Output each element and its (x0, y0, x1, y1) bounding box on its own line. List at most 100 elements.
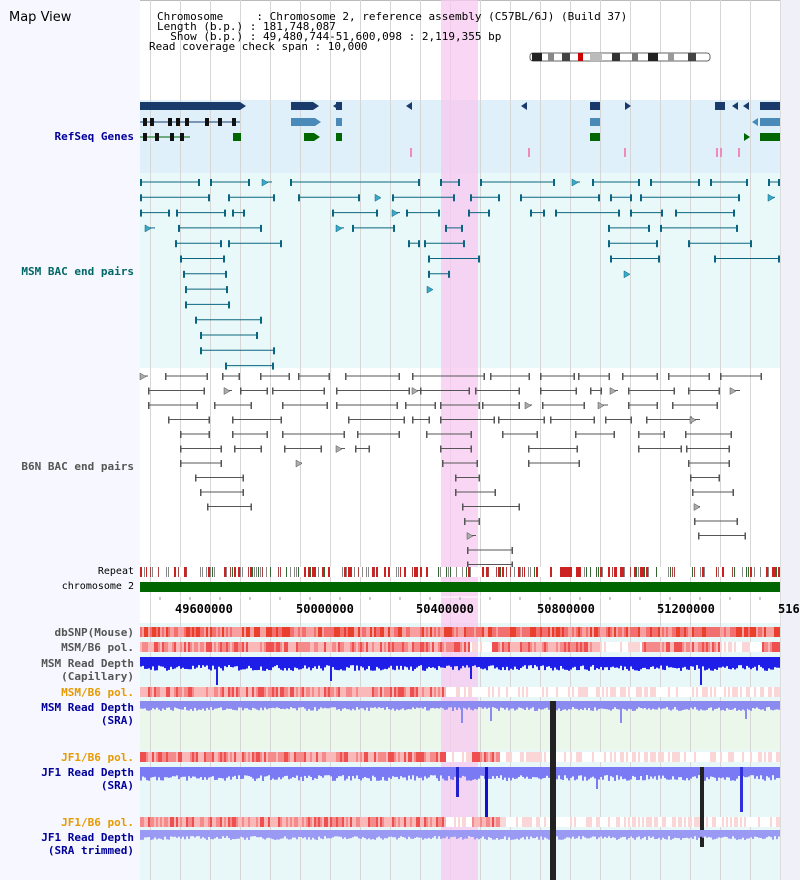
polymorphism-cell (538, 687, 540, 697)
polymorphism-cell (464, 752, 466, 762)
read-depth-bar (664, 701, 666, 709)
polymorphism-cell (716, 627, 718, 637)
read-depth-bar (606, 767, 608, 776)
polymorphism-cell (648, 752, 650, 762)
msm-bac-end (228, 194, 230, 202)
polymorphism-cell (414, 627, 416, 637)
polymorphism-cell (770, 752, 772, 762)
read-depth-bar (152, 701, 154, 709)
polymorphism-cell (172, 627, 174, 637)
polymorphism-cell (210, 687, 212, 697)
read-depth-bar (452, 657, 454, 670)
msm-bac-end (332, 209, 334, 217)
read-depth-bar (464, 830, 466, 839)
read-depth-bar (748, 830, 750, 839)
polymorphism-cell (218, 627, 220, 637)
read-depth-bar (740, 657, 742, 666)
read-depth-bar (256, 767, 258, 779)
polymorphism-cell (192, 752, 194, 762)
read-depth-bar (262, 767, 264, 781)
grid-line (540, 0, 541, 880)
polymorphism-cell (196, 687, 198, 697)
read-depth-bar (420, 830, 422, 838)
b6n-bac-end (242, 474, 244, 482)
grid-line (720, 0, 721, 880)
polymorphism-cell (420, 627, 422, 637)
polymorphism-cell (576, 627, 578, 637)
polymorphism-cell (380, 687, 382, 697)
polymorphism-cell (582, 817, 584, 827)
right-scroll-area[interactable] (780, 0, 800, 880)
polymorphism-cell (184, 687, 186, 697)
polymorphism-cell (548, 627, 550, 637)
polymorphism-cell (306, 642, 308, 652)
polymorphism-cell (482, 627, 484, 637)
read-depth-bar (322, 767, 324, 778)
polymorphism-cell (276, 687, 278, 697)
polymorphism-cell (262, 687, 264, 697)
polymorphism-cell (640, 817, 642, 827)
polymorphism-cell (430, 687, 432, 697)
polymorphism-cell (520, 687, 522, 697)
polymorphism-cell (468, 642, 470, 652)
polymorphism-cell (638, 642, 640, 652)
read-depth-bar (712, 657, 714, 671)
repeat-element (144, 567, 145, 577)
msm-bac-end (243, 209, 245, 217)
polymorphism-cell (180, 642, 182, 652)
polymorphism-cell (376, 752, 378, 762)
read-depth-bar (552, 657, 554, 671)
polymorphism-cell (658, 752, 660, 762)
polymorphism-cell (308, 627, 310, 637)
polymorphism-cell (692, 687, 694, 697)
read-depth-bar (654, 701, 656, 710)
polymorphism-cell (620, 627, 622, 637)
read-depth-bar (504, 657, 506, 671)
polymorphism-cell (236, 627, 238, 637)
read-depth-bar (686, 830, 688, 838)
read-depth-bar (728, 830, 730, 839)
read-depth-bar (494, 657, 496, 669)
refseq-exon (143, 133, 147, 141)
selected-region-highlight[interactable] (441, 0, 478, 880)
read-depth-bar (670, 657, 672, 668)
b6n-bac-end (573, 373, 575, 380)
read-depth-bar (296, 701, 298, 711)
msm-bac-end (555, 209, 557, 217)
polymorphism-cell (552, 642, 554, 652)
polymorphism-cell (624, 817, 626, 827)
polymorphism-cell (468, 817, 470, 827)
polymorphism-cell (388, 752, 390, 762)
polymorphism-cell (486, 642, 488, 652)
polymorphism-cell (664, 642, 666, 652)
polymorphism-cell (632, 817, 634, 827)
polymorphism-cell (300, 817, 302, 827)
polymorphism-cell (472, 642, 474, 652)
polymorphism-cell (434, 687, 436, 697)
polymorphism-cell (772, 642, 774, 652)
polymorphism-cell (606, 642, 608, 652)
read-depth-bar (510, 830, 512, 840)
polymorphism-cell (696, 627, 698, 637)
read-depth-bar (334, 701, 336, 708)
read-depth-spike (490, 701, 492, 721)
read-depth-bar (242, 830, 244, 838)
polymorphism-cell (288, 642, 290, 652)
b6n-bac-end (716, 402, 718, 409)
polymorphism-cell (680, 642, 682, 652)
read-depth-bar (490, 657, 492, 666)
polymorphism-cell (430, 817, 432, 827)
polymorphism-cell (166, 752, 168, 762)
repeat-element (440, 567, 441, 577)
repeat-element (412, 567, 413, 577)
polymorphism-cell (362, 627, 364, 637)
polymorphism-cell (374, 627, 376, 637)
read-depth-bar (408, 657, 410, 670)
polymorphism-cell (558, 627, 560, 637)
polymorphism-cell (200, 817, 202, 827)
read-depth-bar (518, 830, 520, 840)
read-depth-bar (418, 767, 420, 778)
read-depth-bar (506, 657, 508, 667)
polymorphism-cell (770, 627, 772, 637)
read-depth-bar (218, 830, 220, 839)
